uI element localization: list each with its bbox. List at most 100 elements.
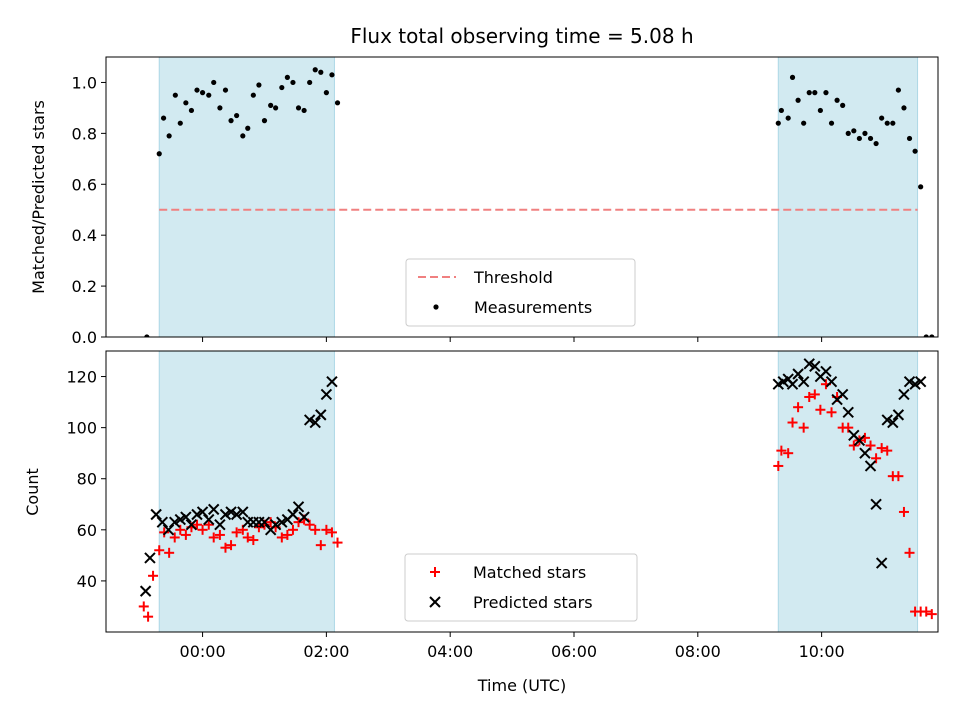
data-point [164,547,175,558]
panel-count: 40 60 80 100 120 00:00 02:00 04:00 06:00 08:00 10:… [66,350,939,661]
data-point [222,87,229,93]
legend-label: Matched stars [473,563,586,582]
data-point [177,120,183,126]
data-point [253,522,264,533]
x-tick-label: 02:00 [303,642,349,661]
data-point [809,360,821,373]
data-point [817,107,823,114]
data-point [828,120,835,126]
data-point [256,82,262,88]
data-point [166,133,172,139]
data-point [159,527,170,538]
series-measurements [144,67,935,337]
data-point [786,378,799,390]
panel-ratio: 0.0 0.2 0.4 0.6 0.8 1.0 Threshold Measurements [72,56,939,347]
observing-window-1 [159,57,335,337]
data-point [219,508,232,521]
data-point [203,513,215,526]
observing-window-2 [778,351,918,632]
y-tick-label: 80 [77,470,97,489]
y-tick-label: 40 [77,572,97,591]
data-point [307,79,313,86]
data-point [279,84,285,91]
data-point [776,445,787,456]
data-point [196,506,209,518]
data-point [887,416,899,429]
data-point [326,375,338,388]
data-point [842,406,854,419]
data-point [208,532,219,543]
data-point [795,97,801,103]
data-point [859,447,871,459]
y-tick-label: 1.0 [72,73,97,92]
data-point [321,524,332,535]
data-point [228,118,234,124]
data-point [208,503,220,516]
data-point [804,391,815,402]
data-point [148,570,159,581]
plot-area [138,351,937,632]
data-point [312,67,318,73]
data-point [793,402,804,413]
data-point [295,105,302,111]
legend-label: Threshold [473,268,553,287]
data-point [188,107,195,114]
data-point [169,532,180,543]
data-point [320,388,333,401]
data-point [315,540,326,551]
y-tick-label: 0.6 [72,175,97,194]
data-point [292,501,305,513]
data-point [929,334,935,337]
data-point [323,90,329,96]
data-point [240,133,246,139]
data-point [775,120,781,126]
legend: Matched stars Predicted stars [404,553,638,622]
data-point [162,524,175,536]
y-tick-label: 0.8 [72,124,97,143]
data-point [284,74,290,80]
data-point [214,529,225,540]
x-tick-label: 00:00 [180,642,226,661]
data-point [840,102,846,108]
x-tick-label: 04:00 [427,642,473,661]
chart-title: Flux total observing time = 5.08 h [350,24,693,48]
data-point [856,135,862,142]
data-point [154,545,165,556]
data-point [318,69,324,75]
y-tick-label: 120 [66,368,97,387]
data-point [326,527,337,538]
data-point [303,414,316,426]
data-point [870,498,882,510]
y-tick-label: 0.2 [72,277,97,296]
data-point [156,516,169,528]
data-point [801,120,807,126]
y-axis-label-ratio: Matched/Predicted stars [29,100,48,294]
legend-entry: Predicted stars [429,593,593,612]
plot-area [144,57,935,337]
data-point [890,120,896,126]
data-point [882,445,893,456]
data-point [169,516,181,528]
data-point [220,542,231,553]
data-point [310,524,321,535]
data-point [921,606,932,617]
y-tick-label: 0.0 [72,328,97,347]
legend-entry: Measurements [433,298,592,317]
data-point [225,506,237,518]
data-point [261,118,268,124]
data-point [809,389,820,400]
data-point [773,460,784,471]
data-point [873,140,879,147]
data-point [876,443,887,454]
data-point [199,90,206,96]
data-point [191,508,203,521]
x-tick-label: 06:00 [551,642,597,661]
data-point [139,585,152,597]
data-point [864,460,877,472]
data-point [160,115,167,121]
legend-box [405,258,636,327]
data-point [301,107,307,114]
y-tick-label: 0.4 [72,226,97,245]
data-point [845,130,851,136]
